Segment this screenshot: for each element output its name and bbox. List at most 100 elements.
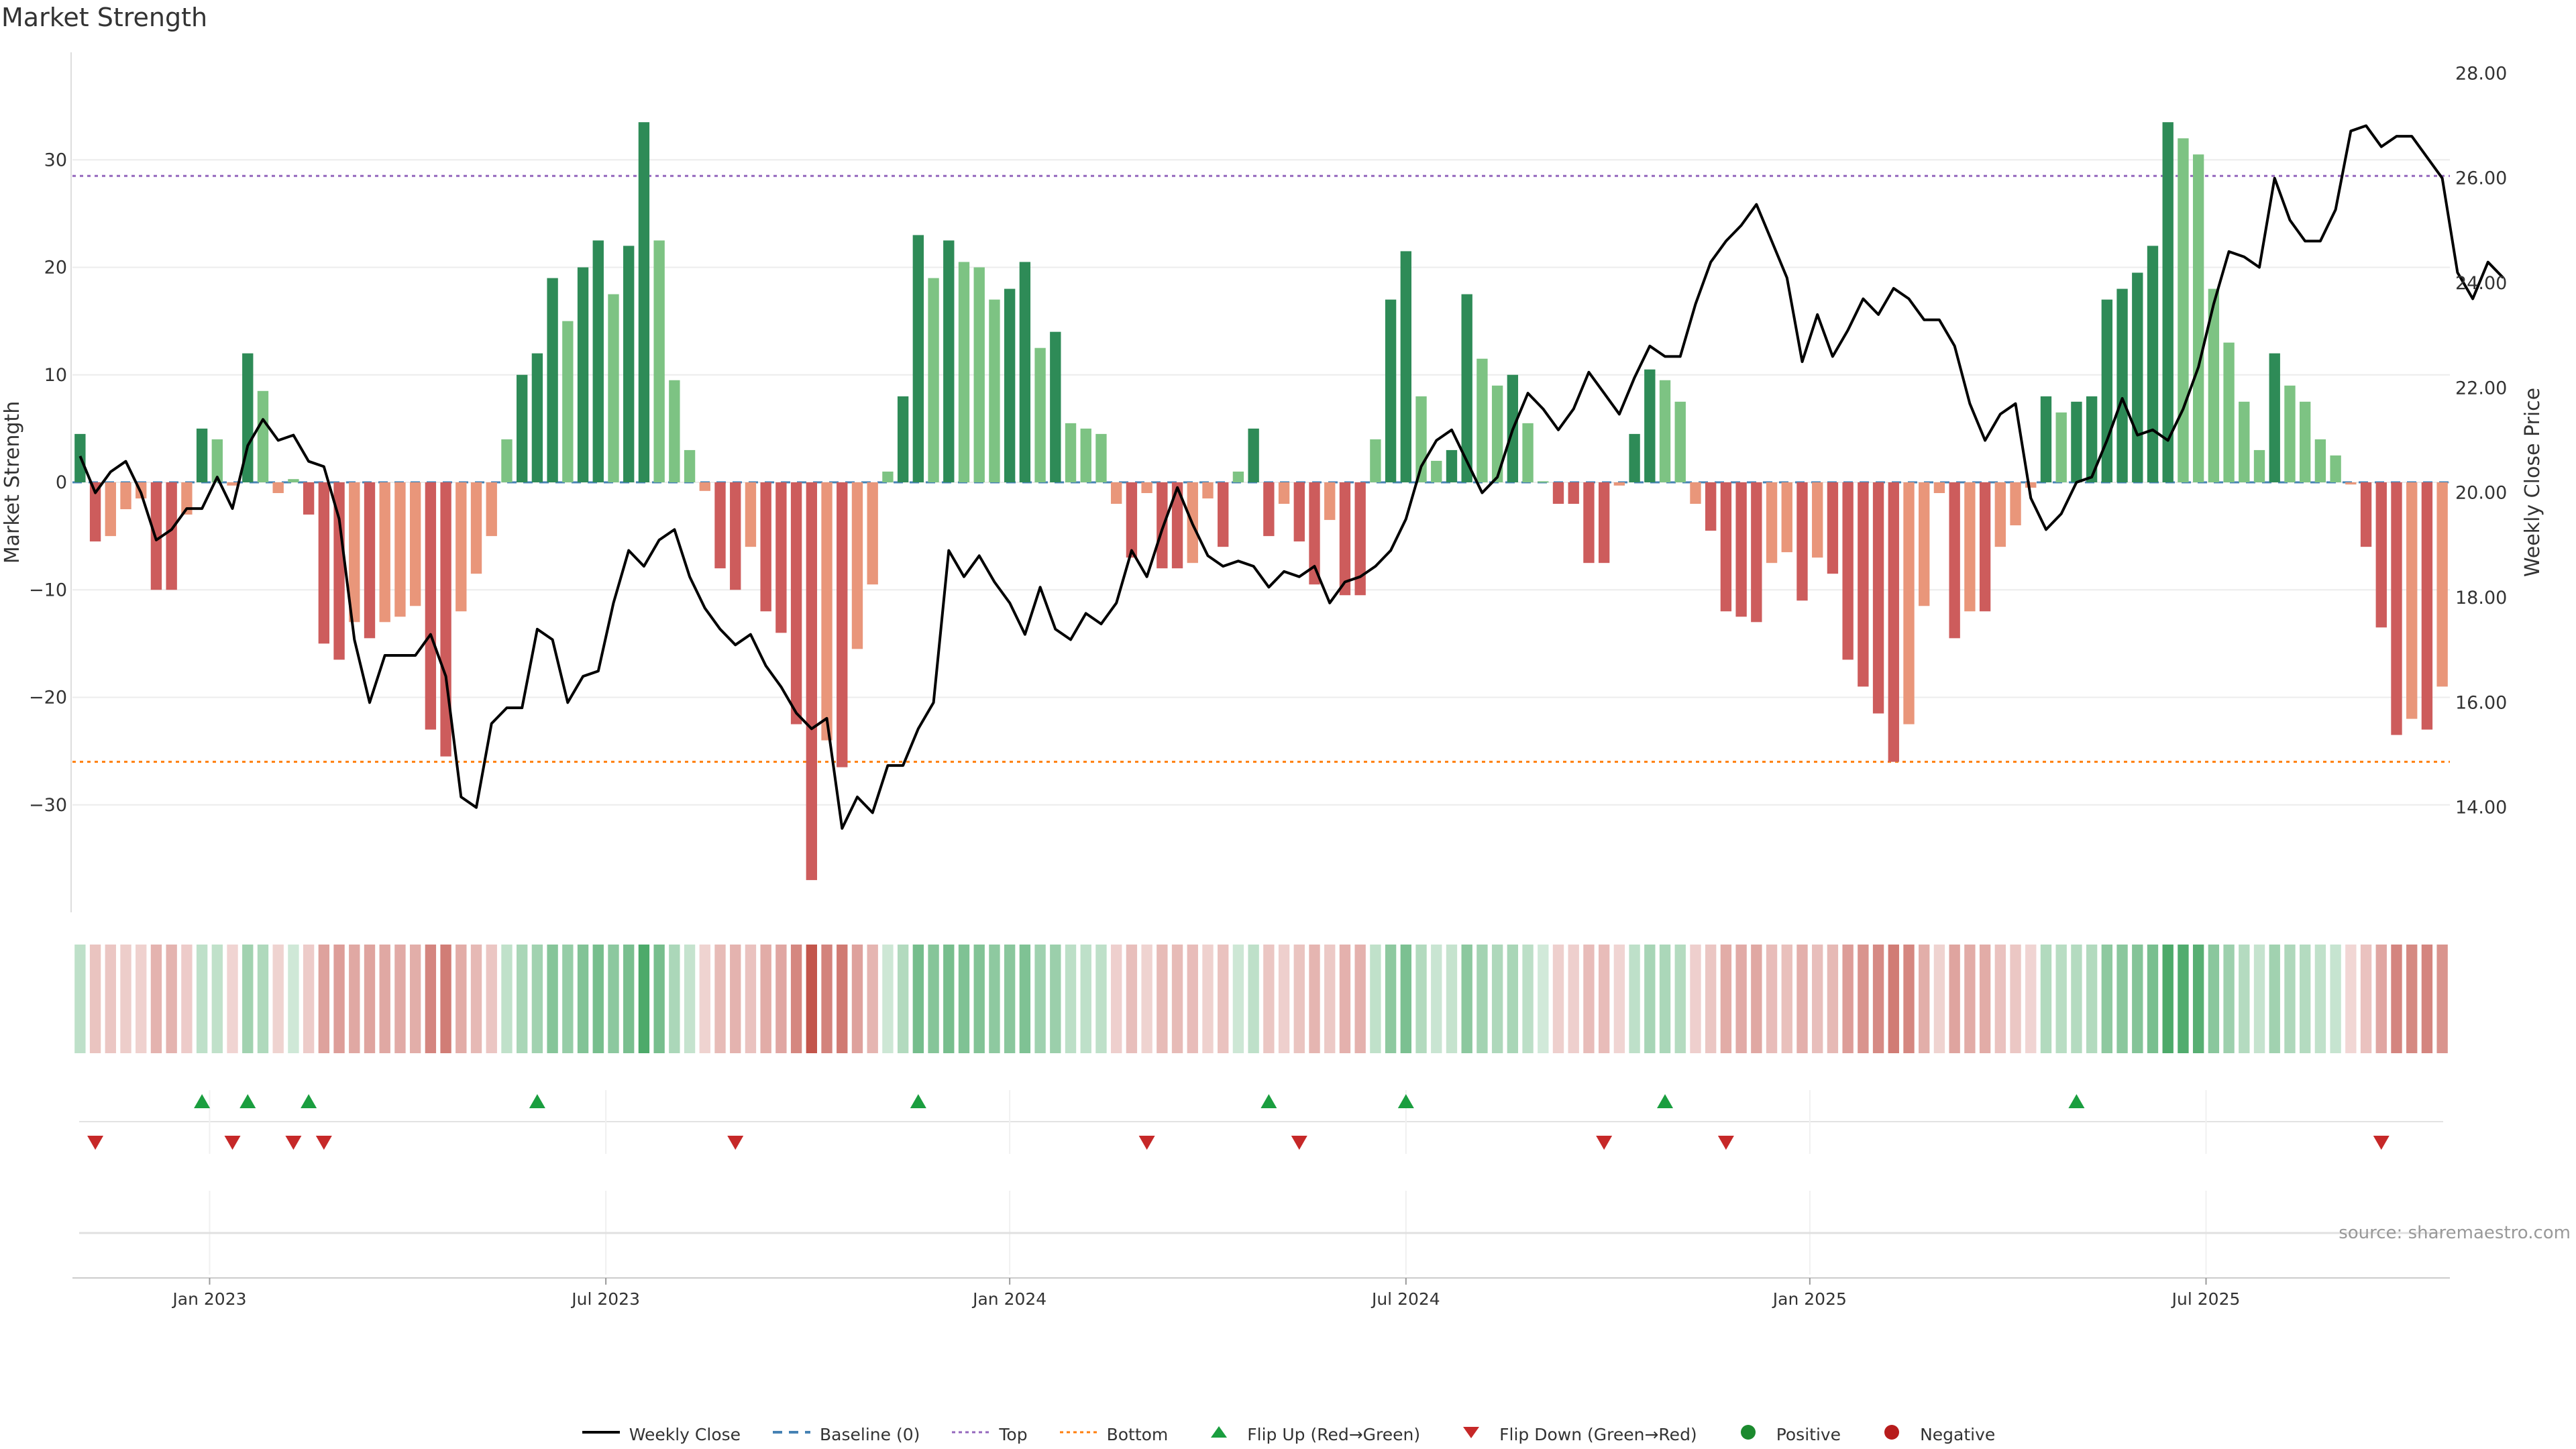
heat-cell	[2147, 945, 2159, 1053]
heat-cell	[425, 945, 437, 1053]
legend-label: Flip Down (Green→Red)	[1499, 1424, 1697, 1444]
y-axis-label: Market Strength	[1, 401, 24, 564]
heat-cell	[2284, 945, 2296, 1053]
strength-bar	[745, 482, 757, 547]
strength-bar	[1613, 482, 1625, 486]
strength-bar	[470, 482, 482, 574]
strength-bar	[1552, 482, 1564, 504]
strength-bar	[1933, 482, 1945, 494]
strength-bar	[2116, 288, 2128, 482]
heat-cell	[242, 945, 254, 1053]
heat-cell	[1171, 945, 1183, 1053]
y-tick-label: −10	[29, 580, 67, 600]
flip-down-marker	[2373, 1136, 2390, 1150]
x-tick-label: Jan 2024	[971, 1289, 1046, 1309]
y2-tick-label: 16.00	[2455, 692, 2507, 713]
strength-bar	[1766, 482, 1778, 564]
heat-cell	[1979, 945, 1991, 1053]
strength-bar	[1674, 401, 1686, 482]
heat-cell	[1568, 945, 1579, 1053]
strength-bar	[364, 482, 376, 639]
heat-cell	[409, 945, 421, 1053]
heat-cell	[531, 945, 543, 1053]
weekly-close-polyline	[78, 124, 2504, 830]
x-tick-label: Jan 2023	[171, 1289, 246, 1309]
strength-bar	[2178, 138, 2189, 482]
heat-cell	[1415, 945, 1427, 1053]
heat-cell	[2421, 945, 2433, 1053]
strength-bar	[89, 482, 101, 542]
heat-cell	[973, 945, 985, 1053]
strength-bar	[349, 482, 360, 623]
strength-bar	[2436, 482, 2448, 687]
strength-bar	[669, 380, 680, 482]
strength-bar	[1858, 482, 1869, 687]
heat-cell	[2406, 945, 2418, 1053]
y2-tick-label: 14.00	[2455, 798, 2507, 818]
reference-lines	[72, 174, 2450, 763]
y-tick-label: −30	[29, 795, 67, 816]
strength-bar	[699, 482, 710, 491]
heat-cell	[1019, 945, 1031, 1053]
strength-heat-strip	[74, 945, 2448, 1053]
heat-cell	[928, 945, 939, 1053]
flip-up-marker	[2068, 1094, 2085, 1108]
heat-cell	[2101, 945, 2113, 1053]
strength-bar	[105, 482, 116, 537]
heat-cell	[2162, 945, 2174, 1053]
heat-cell	[1903, 945, 1915, 1053]
strength-bar	[1050, 331, 1061, 482]
strength-bar	[1659, 380, 1671, 482]
strength-bar	[517, 374, 528, 482]
strength-bar	[455, 482, 467, 612]
dotted-orange-line-icon	[1059, 1424, 1099, 1444]
gridlines	[72, 159, 2450, 806]
heat-cell	[1278, 945, 1290, 1053]
y-tick-label: 10	[44, 365, 67, 386]
red-triangle-down-icon	[1451, 1424, 1491, 1444]
heat-cell	[653, 945, 665, 1053]
heat-cell	[730, 945, 741, 1053]
y2-tick-label: 26.00	[2455, 168, 2507, 189]
strength-bar	[2375, 482, 2387, 628]
strength-bar	[1705, 482, 1717, 531]
heat-cell	[2178, 945, 2189, 1053]
flip-up-marker	[194, 1094, 211, 1108]
heat-cell	[821, 945, 833, 1053]
heat-cell	[318, 945, 330, 1053]
strength-bar	[318, 482, 330, 644]
strength-bar	[867, 482, 878, 585]
flip-down-marker	[1138, 1136, 1155, 1150]
strength-bar	[1827, 482, 1839, 574]
heat-cell	[136, 945, 147, 1053]
strength-bar	[1781, 482, 1792, 553]
heat-cell	[196, 945, 208, 1053]
strength-bar	[166, 482, 177, 590]
heat-cell	[1796, 945, 1808, 1053]
heat-cell	[1354, 945, 1366, 1053]
heat-cell	[1431, 945, 1442, 1053]
heat-cell	[1522, 945, 1534, 1053]
strength-bar	[409, 482, 421, 606]
strength-bar	[562, 321, 574, 482]
legend-label: Negative	[1920, 1424, 1996, 1444]
heat-cell	[1994, 945, 2006, 1053]
heat-cell	[379, 945, 390, 1053]
heat-cell	[2208, 945, 2220, 1053]
flip-down-marker	[1717, 1136, 1734, 1150]
heat-cell	[867, 945, 878, 1053]
strength-bar	[851, 482, 863, 649]
strength-bar	[1171, 482, 1183, 569]
heat-cell	[2040, 945, 2052, 1053]
strength-bar	[2192, 154, 2204, 483]
heat-cell	[2010, 945, 2021, 1053]
x-tick-label: Jan 2025	[1772, 1289, 1847, 1309]
heat-cell	[1095, 945, 1107, 1053]
strength-bar	[1248, 428, 1259, 482]
strength-bar	[2314, 439, 2326, 482]
strength-bar	[1690, 482, 1701, 504]
flip-up-marker	[301, 1094, 317, 1108]
strength-bar	[288, 479, 299, 482]
heat-cell	[1919, 945, 1930, 1053]
heat-cell	[1034, 945, 1046, 1053]
